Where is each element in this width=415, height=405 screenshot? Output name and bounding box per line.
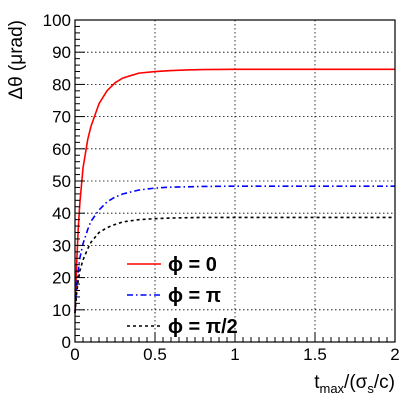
- y-tick-label-10: 100: [43, 11, 71, 30]
- x-axis-title-sub: max: [319, 381, 344, 396]
- x-axis-title: tmax/(σs/c): [314, 372, 395, 396]
- legend-label-eq-0: =: [183, 254, 206, 276]
- series-layer: [74, 68, 395, 314]
- x-axis-title-suffix: /c): [374, 372, 395, 393]
- x-axis-title-sub2: s: [367, 381, 374, 396]
- x-tick-label-3: 1.5: [303, 345, 327, 364]
- legend-label-0: ϕ = 0: [168, 254, 217, 276]
- legend-label-2: ϕ = π/2: [168, 316, 238, 338]
- y-tick-label-8: 80: [52, 75, 71, 94]
- y-tick-label-1: 10: [52, 301, 71, 320]
- y-tick-label-9: 90: [52, 43, 71, 62]
- legend-label-value-0: 0: [206, 254, 217, 276]
- y-tick-label-6: 60: [52, 140, 71, 159]
- grid-layer: [75, 20, 395, 342]
- legend-label-eq-2: =: [183, 316, 206, 338]
- x-tick-label-2: 1: [230, 345, 239, 364]
- legend-label-value-1: π: [206, 285, 221, 307]
- x-axis-title-prefix: t: [314, 372, 320, 393]
- y-tick-label-2: 20: [52, 269, 71, 288]
- x-axis-title-mid: /(σ: [344, 372, 368, 393]
- x-tick-label-4: 2: [390, 345, 399, 364]
- series-line-0: [74, 68, 395, 314]
- x-tick-label-0: 0: [70, 345, 79, 364]
- x-tick-label-1: 0.5: [143, 345, 167, 364]
- legend-label-eq-1: =: [183, 285, 206, 307]
- y-axis-title: Δθ (μrad): [6, 20, 27, 100]
- legend-label-symbol-0: ϕ: [168, 254, 183, 276]
- y-tick-label-3: 30: [52, 236, 71, 255]
- legend-label-symbol-2: ϕ: [168, 316, 183, 338]
- y-tick-label-7: 70: [52, 108, 71, 127]
- legend-label-value-2: π/2: [206, 316, 238, 338]
- legend-label-symbol-1: ϕ: [168, 285, 183, 307]
- y-tick-label-4: 40: [52, 204, 71, 223]
- y-tick-label-5: 50: [52, 172, 71, 191]
- legend-label-1: ϕ = π: [168, 285, 221, 307]
- y-tick-label-0: 0: [62, 333, 71, 352]
- legend: ϕ = 0ϕ = πϕ = π/2: [127, 254, 238, 338]
- series-line-1: [74, 185, 395, 314]
